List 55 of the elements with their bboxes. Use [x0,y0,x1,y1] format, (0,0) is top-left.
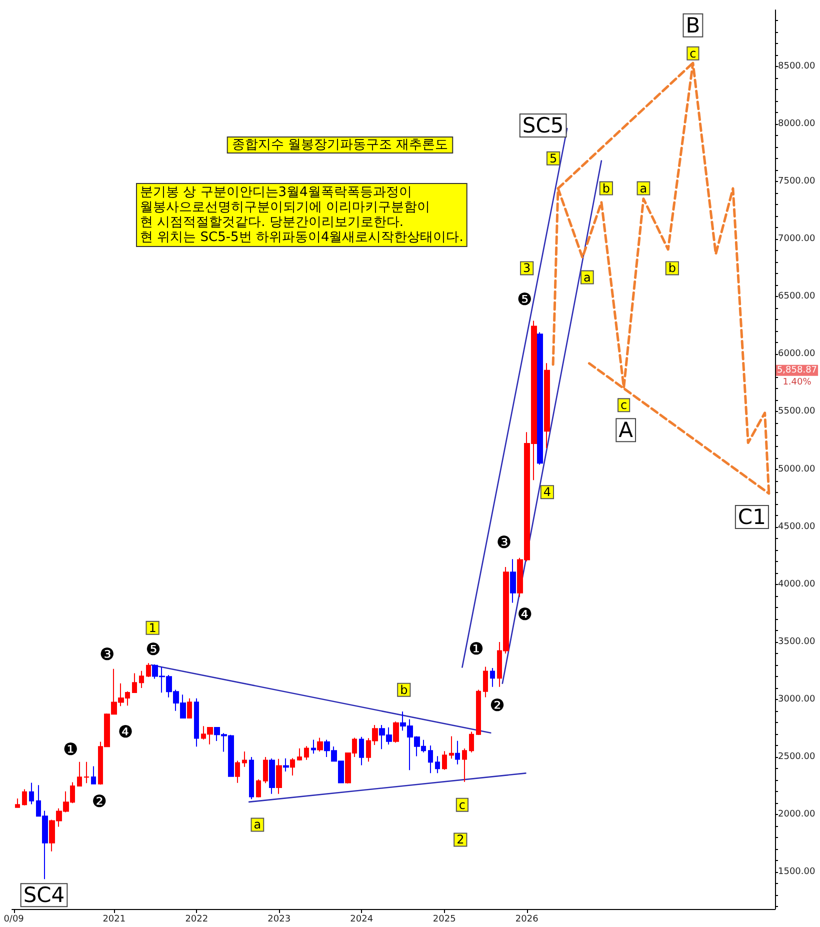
annotation: ❶ [468,639,484,660]
annotation: c [690,46,696,60]
annotation: SC5 [522,114,564,138]
annotation: b [668,261,676,276]
annotation: a [640,181,648,196]
y-tick-label: 7500.00 [778,176,816,187]
annotation: A [618,418,634,442]
y-tick-label: 6000.00 [778,349,816,360]
x-tick-label: 2022 [185,914,208,924]
y-tick-label: 6500.00 [778,292,816,302]
annotation: ❺ [517,290,532,310]
y-tick-label: 8000.00 [778,118,816,129]
annotation: ❷ [490,696,505,716]
annotation: a [584,270,591,284]
x-tick-label: 2024 [350,914,374,924]
annotation: ❹ [118,722,134,743]
annotation: 3 [523,261,531,276]
annotation: SC4 [23,883,65,908]
y-tick-label: 4500.00 [778,522,816,532]
y-tick-label: 1500.00 [778,867,816,878]
x-tick-label: 0/09 [4,914,24,924]
text: 종합지수 월봉장기파동구조 재추론도 [232,138,448,152]
annotation: 4 [543,485,552,500]
x-tick-label: 2023 [268,914,291,924]
annotation: ❷ [92,792,107,812]
annotation: c [620,398,628,412]
text: 1.40% [782,377,812,388]
text: 분기봉 상 구분이안디는3월4월폭락폭등과정이 월봉사으로선명히구분이되기에 이리마키구분함이 현 시점적절할것같다. 당분간이리보기로한다. 현 위치는 SC5-5번 하위파동이4월새로시작한상태이다. [140,185,464,245]
annotation: ❶ [62,740,78,760]
y-tick-label: 7000.00 [778,234,816,244]
annotation: ❹ [517,605,532,626]
x-tick-label: 2025 [432,914,456,924]
annotation: 5 [549,151,558,166]
y-tick-label: 8500.00 [778,61,816,72]
y-tick-label: 5000.00 [778,464,816,474]
annotation: ❸ [100,644,115,665]
y-tick-label: 3000.00 [778,694,816,704]
y-tick-label: 3500.00 [778,636,816,647]
annotation: c [458,798,466,812]
annotation: ❸ [496,533,512,554]
y-tick-label: 2500.00 [778,752,816,762]
annotation: b [602,181,610,196]
x-tick-label: 2021 [102,914,126,924]
annotation: b [400,682,408,697]
y-tick-label: 4000.00 [778,579,816,590]
y-tick-label: 5500.00 [778,406,816,417]
annotation: B [686,13,700,38]
annotation: 1 [148,620,156,635]
text: 5,858.87 [776,365,818,376]
y-tick-label: 2000.00 [778,810,816,820]
annotation: 2 [456,832,464,847]
annotation: ❺ [146,640,161,660]
x-tick-label: 2026 [515,914,539,924]
annotation: C1 [738,505,766,530]
annotation: a [254,818,262,832]
